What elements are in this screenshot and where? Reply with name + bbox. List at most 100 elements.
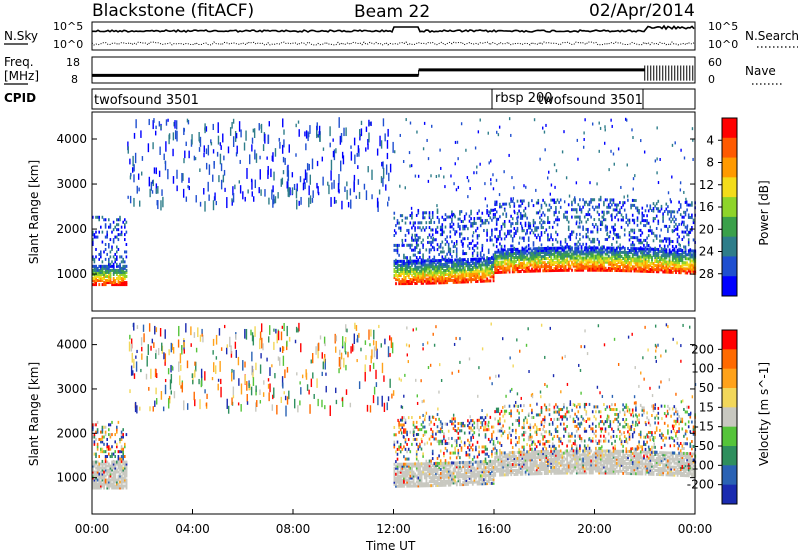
echo-cell [223,155,225,161]
echo-cell [124,474,126,478]
echo-cell [527,221,530,225]
echo-cell [92,268,94,272]
echo-cell [585,266,588,270]
echo-cell [515,247,517,251]
echo-cell [404,261,407,265]
echo-cell [411,282,413,286]
echo-cell [631,241,634,245]
echo-cell [463,217,466,221]
echo-cell [433,261,436,265]
echo-cell [93,484,96,488]
echo-cell [111,464,113,468]
echo-cell [613,229,615,233]
echo-cell [117,482,120,486]
echo-cell [298,129,300,137]
echo-cell [404,474,407,478]
echo-cell [329,142,331,148]
echo-cell [646,247,649,251]
echo-cell [652,261,655,265]
echo-cell [454,475,457,479]
echo-cell [663,260,666,264]
echo-cell [663,262,666,266]
echo-cell [601,262,604,266]
echo-cell [612,225,615,229]
echo-cell [414,248,416,252]
echo-cell [478,271,481,275]
echo-cell [393,480,396,484]
echo-cell [527,261,530,265]
echo-cell [590,215,592,219]
echo-cell [332,150,335,158]
echo-cell [556,246,559,250]
echo-cell [281,144,284,154]
echo-cell [571,262,573,266]
echo-cell [415,457,418,461]
echo-cell [419,442,421,446]
echo-cell [147,143,150,153]
echo-cell [205,148,208,155]
echo-cell [547,233,549,237]
echo-cell [116,442,118,446]
echo-cell [483,273,485,277]
echo-cell [636,218,639,222]
echo-cell [531,253,533,257]
echo-cell [430,281,433,285]
echo-cell [499,256,501,260]
echo-cell [660,266,663,270]
echo-cell [524,212,527,216]
echo-cell [479,251,482,255]
echo-cell [414,253,416,257]
echo-cell [116,255,118,259]
echo-cell [431,470,434,474]
echo-cell [414,472,417,476]
echo-cell [423,442,426,446]
echo-cell [582,235,584,239]
echo-cell [417,464,420,468]
echo-cell [272,199,274,208]
echo-cell [652,266,655,270]
echo-cell [98,270,101,274]
echo-cell [299,176,302,183]
echo-cell [398,263,401,267]
echo-cell [436,439,439,443]
echo-cell [431,124,433,128]
echo-cell [95,484,97,488]
echo-cell [124,233,126,237]
echo-cell [639,238,642,242]
echo-cell [479,474,482,478]
echo-cell [119,281,121,285]
echo-cell [631,243,634,247]
echo-cell [122,281,125,285]
echo-cell [409,221,412,225]
echo-cell [154,130,157,136]
echo-cell [486,271,489,275]
echo-cell [655,247,658,251]
echo-cell [476,251,479,255]
echo-cell [422,243,424,247]
echo-cell [101,459,104,463]
echo-cell [468,460,471,464]
echo-cell [398,482,401,486]
echo-cell [393,476,396,480]
echo-cell [117,223,120,227]
echo-cell [654,264,657,268]
echo-cell [234,130,237,142]
echo-cell [224,187,226,192]
echo-cell [112,277,115,281]
echo-cell [582,198,584,202]
echo-cell [109,468,112,472]
echo-cell [109,472,112,476]
echo-cell [523,263,525,267]
echo-cell [449,483,452,487]
echo-cell [439,442,442,446]
echo-cell [396,243,399,247]
echo-cell [689,203,692,207]
echo-cell [598,252,601,256]
echo-cell [184,150,186,159]
echo-cell [467,268,469,272]
echo-cell [96,486,99,490]
echo-cell [92,240,94,244]
echo-cell [508,248,511,252]
echo-cell [131,167,134,173]
